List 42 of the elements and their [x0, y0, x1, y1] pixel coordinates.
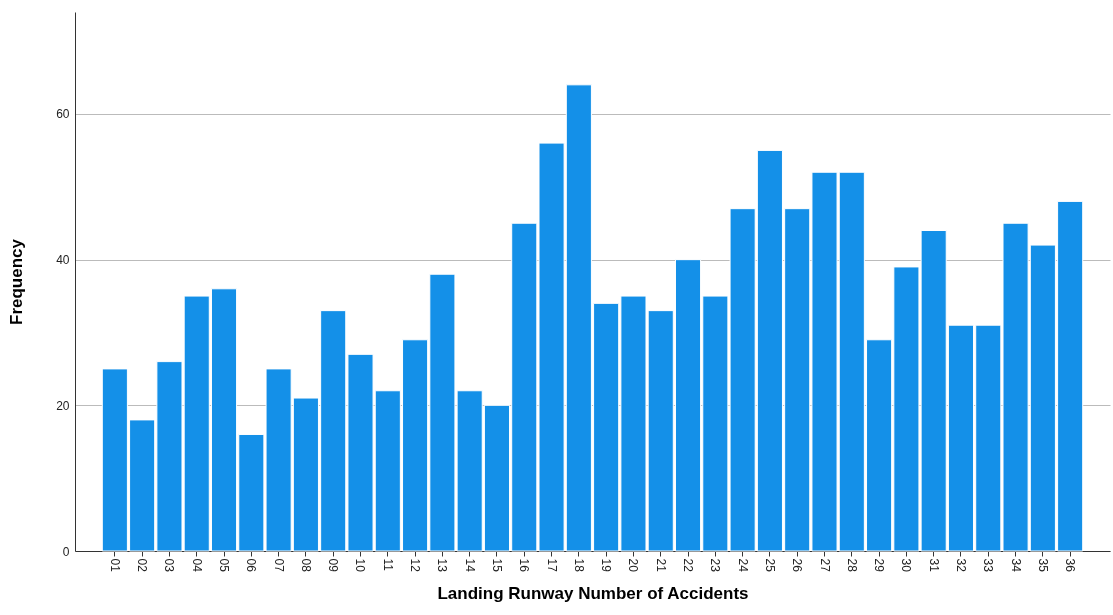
x-tick-label: 17: [544, 558, 559, 573]
x-tick-label: 31: [926, 558, 941, 573]
x-tick-label: 23: [708, 558, 723, 573]
x-tick-label: 16: [517, 558, 532, 573]
x-tick-label: 08: [298, 558, 313, 573]
x-tick-label: 33: [981, 558, 996, 573]
x-axis-title: Landing Runway Number of Accidents: [437, 583, 749, 603]
x-tick-label: 27: [817, 558, 832, 573]
x-tick-label: 07: [271, 558, 286, 573]
x-tick-label: 10: [353, 558, 368, 573]
x-tick-label: 05: [217, 558, 232, 573]
x-tick-label: 06: [244, 558, 259, 573]
x-tick-label: 26: [790, 558, 805, 573]
x-tick-label: 20: [626, 558, 641, 573]
x-tick-label: 15: [489, 558, 504, 573]
x-tick-label: 04: [189, 558, 204, 573]
y-axis-title: Frequency: [7, 238, 27, 325]
x-tick-label: 14: [462, 558, 477, 573]
x-tick-label: 03: [162, 558, 177, 573]
y-tick-label: 60: [56, 107, 70, 122]
x-tick-label: 13: [435, 558, 450, 573]
x-tick-label: 24: [735, 558, 750, 573]
y-tick-label: 40: [56, 253, 70, 268]
x-tick-label: 28: [844, 558, 859, 573]
x-tick-label: 22: [681, 558, 696, 573]
x-tick-label: 30: [899, 558, 914, 573]
x-tick-label: 36: [1063, 558, 1078, 573]
x-tick-label: 25: [762, 558, 777, 573]
x-tick-label: 11: [380, 558, 395, 572]
x-tick-label: 18: [571, 558, 586, 573]
x-tick-label: 19: [599, 558, 614, 573]
x-tick-label: 02: [135, 558, 150, 573]
x-tick-label: 34: [1008, 558, 1023, 573]
x-tick-label: 21: [653, 558, 668, 573]
x-tick-label: 32: [953, 558, 968, 573]
x-tick-label: 35: [1035, 558, 1050, 573]
y-tick-label: 0: [62, 544, 70, 559]
y-tick-label: 20: [56, 398, 70, 413]
x-tick-label: 12: [408, 558, 423, 573]
x-tick-label: 01: [107, 558, 122, 573]
x-tick-label: 09: [326, 558, 341, 573]
x-tick-label: 29: [872, 558, 887, 573]
